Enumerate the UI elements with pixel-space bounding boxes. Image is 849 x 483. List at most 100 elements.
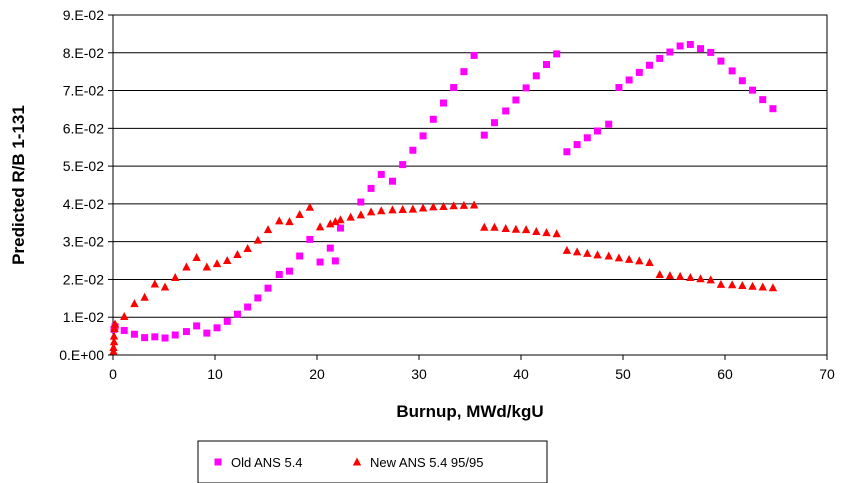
old-ans-point [203, 329, 211, 337]
x-tick-label: 50 [615, 366, 631, 382]
old-ans-point [450, 84, 458, 92]
old-ans-point [728, 67, 736, 75]
old-ans-point [161, 334, 169, 342]
new-ans-point [593, 250, 602, 259]
old-ans-point [594, 127, 601, 135]
old-ans-point [419, 132, 427, 140]
old-ans-point [213, 324, 221, 332]
new-ans-point [675, 271, 685, 280]
old-ans-point [686, 40, 694, 48]
legend-marker [214, 458, 222, 466]
old-ans-point [605, 120, 613, 128]
new-ans-point [614, 253, 624, 262]
new-ans-point [418, 203, 428, 212]
new-ans-point [388, 205, 397, 214]
plot-area [112, 14, 828, 356]
new-ans-point [346, 212, 355, 221]
y-tick-label: 4.E-02 [63, 196, 104, 212]
new-ans-point [212, 259, 222, 268]
old-ans-point [502, 107, 510, 115]
new-ans-point [160, 282, 170, 291]
new-ans-point [192, 253, 201, 262]
old-ans-point [512, 96, 520, 104]
new-ans-point [285, 217, 294, 226]
new-ans-point [706, 275, 715, 284]
old-ans-point [522, 84, 530, 92]
x-tick-label: 60 [717, 366, 733, 382]
new-ans-point [315, 222, 325, 231]
old-ans-point [233, 310, 241, 318]
x-tick-label: 30 [411, 366, 427, 382]
axis-ticks: 0 10 20 30 40 50 60 70 0.E+00 1.E-02 2.E-02 3.E-02 4… [59, 7, 835, 382]
old-ans-point [573, 141, 581, 149]
old-ans-point [182, 328, 190, 336]
new-ans-point [439, 202, 448, 211]
new-ans-point [532, 226, 541, 235]
legend-marker [352, 457, 362, 466]
old-ans-point [316, 258, 324, 266]
new-ans-point [552, 229, 561, 238]
x-axis-title: Burnup, MWd/kgU [396, 402, 543, 421]
new-ans-point [243, 243, 252, 252]
new-ans-point [521, 225, 531, 234]
new-ans-point [263, 225, 273, 234]
new-ans-point [501, 223, 510, 232]
new-ans-point [120, 311, 129, 320]
legend-label: New ANS 5.4 95/95 [370, 455, 483, 470]
old-ans-point [141, 334, 149, 342]
new-ans-point [542, 228, 551, 237]
legend-label: Old ANS 5.4 [231, 455, 303, 470]
new-ans-point [562, 245, 572, 254]
new-ans-point [583, 248, 592, 257]
legend-box [197, 440, 548, 483]
old-ans-point [532, 72, 540, 80]
old-ans-point [490, 119, 498, 127]
old-ans-point [625, 76, 633, 84]
old-ans-point [583, 134, 591, 142]
old-ans-point [543, 60, 550, 68]
new-ans-point [202, 262, 212, 271]
new-ans-point [655, 270, 664, 279]
new-ans-point [768, 283, 778, 292]
new-ans-point [748, 281, 757, 290]
new-ans-point [408, 204, 418, 213]
new-ans-point [490, 222, 499, 231]
old-ans-point [296, 252, 304, 260]
new-ans-point [716, 279, 726, 288]
new-ans-point [110, 324, 119, 333]
new-ans-point [109, 342, 118, 351]
new-ans-point [356, 210, 366, 219]
old-ans-point [388, 177, 396, 185]
old-ans-point [285, 267, 293, 275]
new-ans-point [686, 273, 695, 282]
old-ans-point [717, 57, 725, 65]
series-1 [109, 200, 778, 355]
old-ans-point [244, 303, 252, 311]
x-tick-label: 10 [207, 366, 223, 382]
old-ans-point [306, 235, 314, 243]
old-ans-point [193, 322, 201, 330]
new-ans-point [377, 206, 386, 215]
old-ans-point [264, 284, 272, 292]
old-ans-point [336, 224, 344, 232]
old-ans-point [120, 326, 128, 334]
old-ans-point [130, 330, 138, 338]
y-tick-label: 5.E-02 [63, 158, 104, 174]
old-ans-point [697, 45, 705, 53]
old-ans-point [707, 48, 715, 56]
old-ans-point [399, 161, 407, 169]
old-ans-point [635, 68, 643, 76]
new-ans-point [305, 202, 315, 211]
new-ans-point [140, 292, 149, 301]
new-ans-point [275, 216, 284, 225]
old-ans-point [480, 131, 488, 139]
old-ans-point [357, 198, 365, 206]
new-ans-point [223, 256, 232, 265]
new-ans-point [604, 251, 613, 260]
y-tick-label: 1.E-02 [63, 309, 104, 325]
y-tick-label: 2.E-02 [63, 271, 104, 287]
old-ans-point [331, 257, 339, 265]
new-ans-point [572, 247, 582, 256]
new-ans-point [624, 254, 634, 263]
